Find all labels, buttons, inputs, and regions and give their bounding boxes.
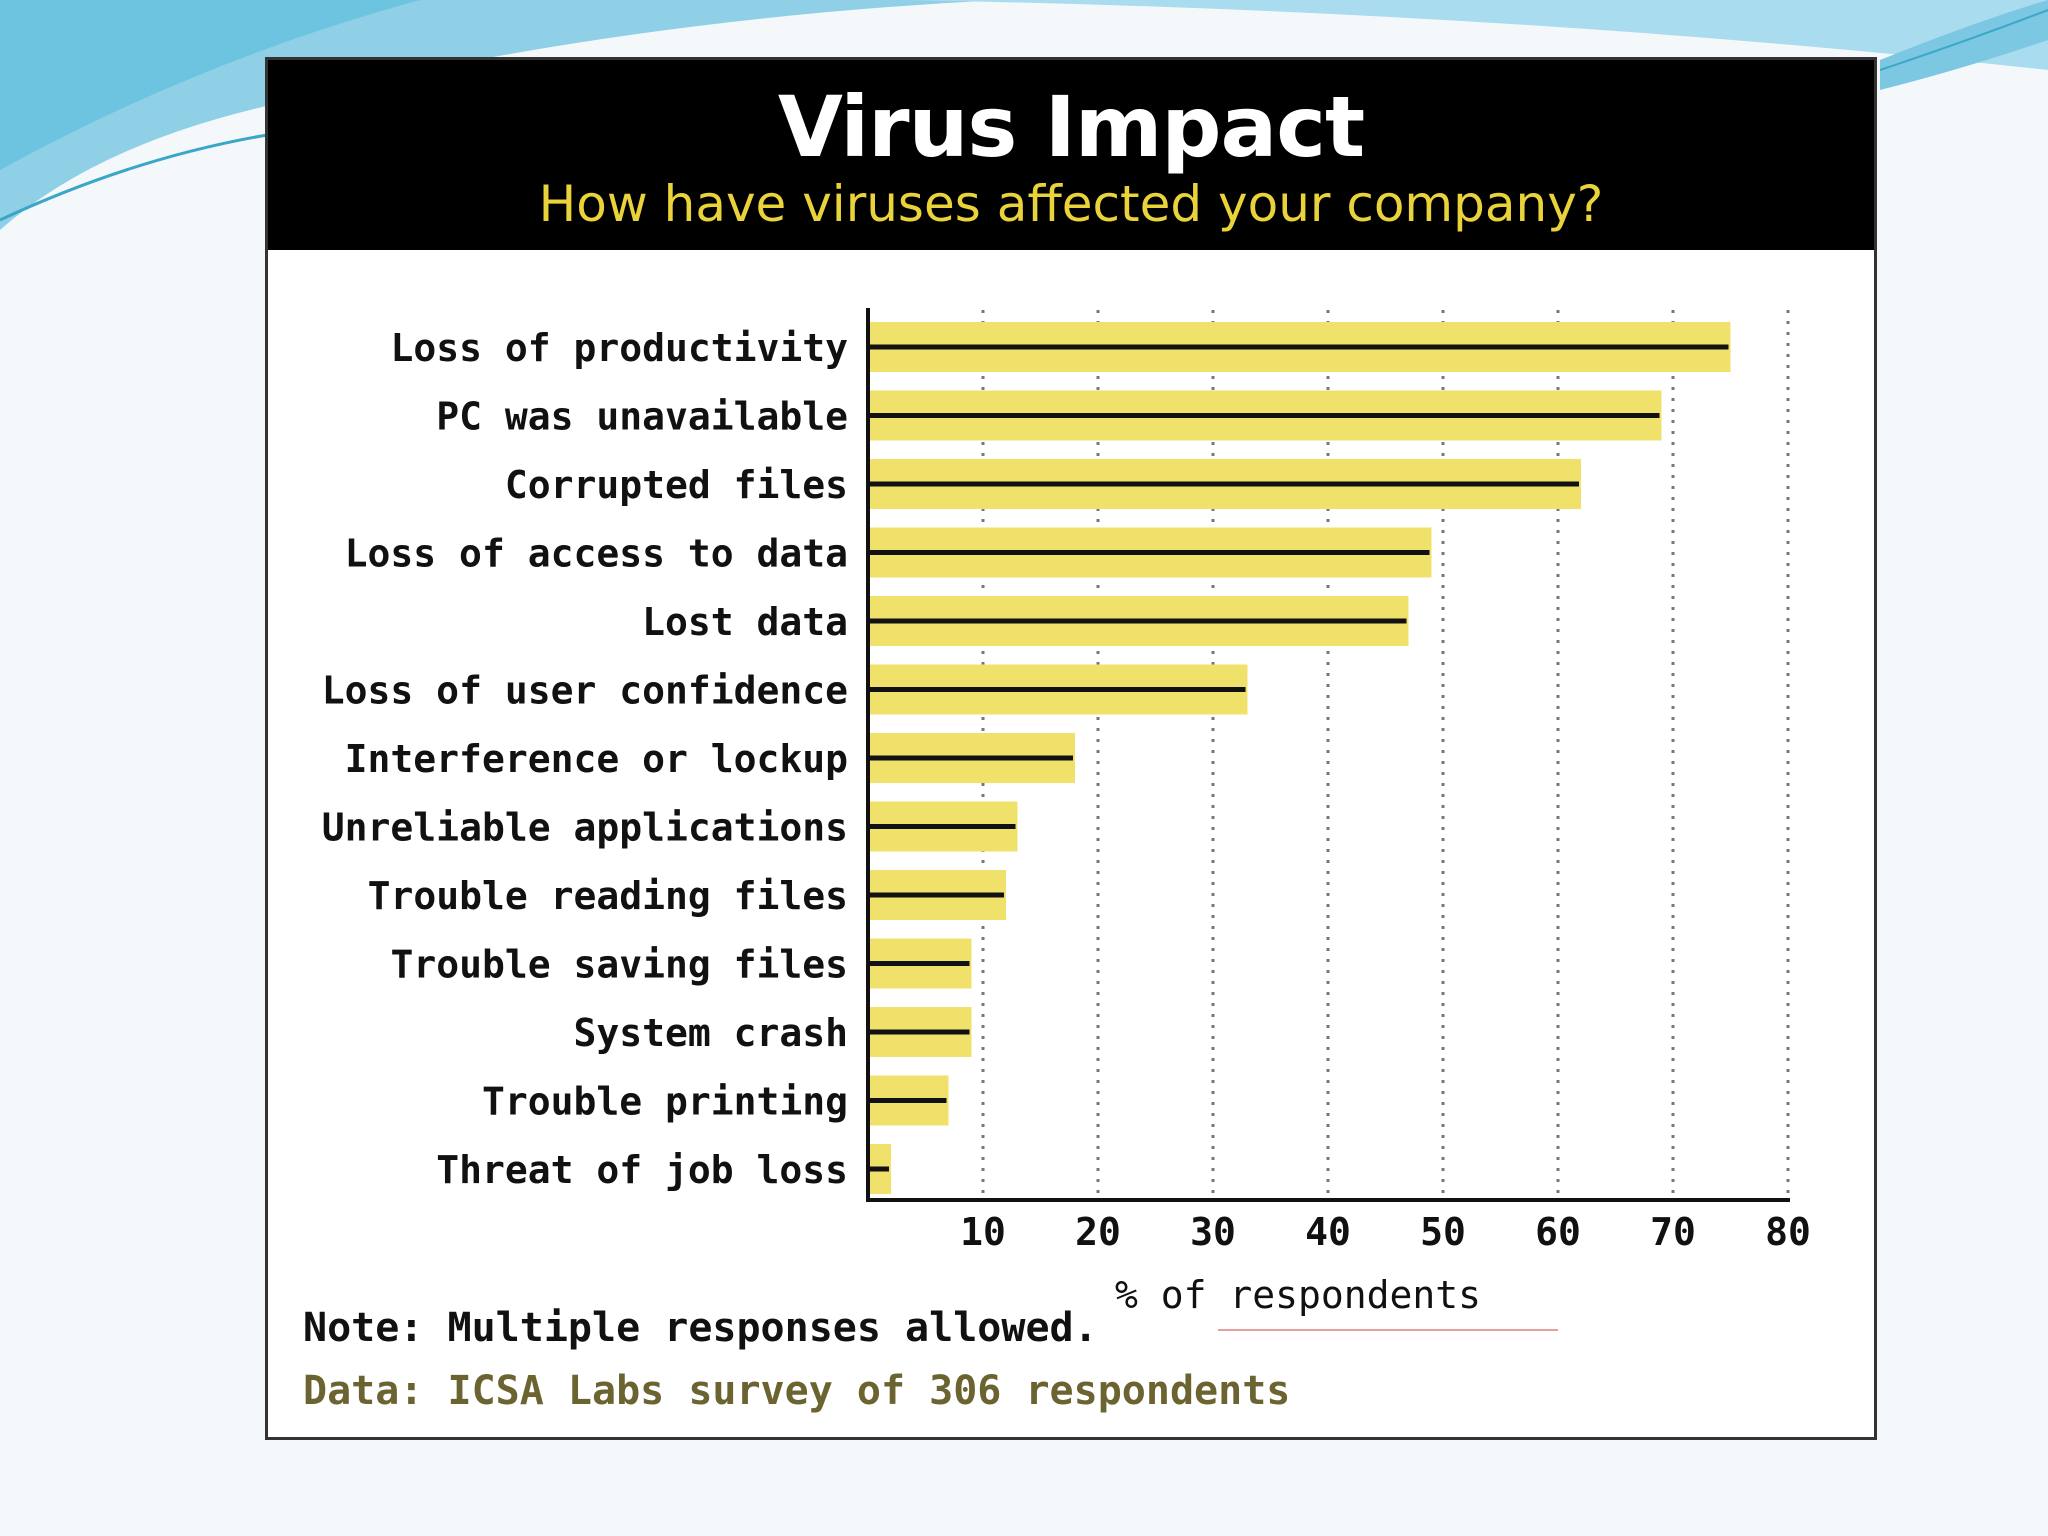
bar-line xyxy=(868,1029,970,1035)
category-label: Corrupted files xyxy=(505,463,848,507)
x-tick-label: 40 xyxy=(1305,1210,1351,1254)
x-tick-label: 70 xyxy=(1650,1210,1696,1254)
bar-line xyxy=(868,481,1579,487)
chart-header: Virus Impact How have viruses affected y… xyxy=(268,60,1874,250)
x-tick-label: 10 xyxy=(960,1210,1006,1254)
x-tick-label: 80 xyxy=(1765,1210,1811,1254)
bar-line xyxy=(868,687,1246,692)
category-label: Unreliable applications xyxy=(322,806,848,850)
category-label: Lost data xyxy=(642,600,848,644)
bar-line xyxy=(868,961,970,966)
bar-line xyxy=(868,1166,889,1172)
category-label: Threat of job loss xyxy=(436,1148,848,1192)
category-label: Trouble reading files xyxy=(368,874,848,918)
background-swoosh xyxy=(0,0,2048,230)
bar-line xyxy=(868,550,1430,555)
category-label: System crash xyxy=(573,1011,848,1055)
category-label: Loss of user confidence xyxy=(322,669,848,713)
category-label: Trouble saving files xyxy=(390,943,848,987)
x-axis-label: % of respondents xyxy=(1115,1273,1481,1317)
bar-line xyxy=(868,1098,947,1103)
bar-line xyxy=(868,755,1073,761)
chart-note: Note: Multiple responses allowed. xyxy=(303,1305,1098,1351)
bar-line xyxy=(868,413,1660,418)
bar-chart: Loss of productivity PC was unavailable Co… xyxy=(322,308,1811,1331)
category-label: PC was unavailable xyxy=(436,395,848,439)
category-label: Loss of access to data xyxy=(345,532,848,576)
category-label: Interference or lockup xyxy=(345,737,848,781)
chart-card: Virus Impact How have viruses affected y… xyxy=(265,57,1877,1440)
category-label: Loss of productivity xyxy=(390,326,848,370)
bar-line xyxy=(868,892,1004,898)
x-tick-label: 20 xyxy=(1075,1210,1121,1254)
bar-line xyxy=(868,344,1729,350)
category-label: Trouble printing xyxy=(482,1080,848,1124)
chart-title: Virus Impact xyxy=(777,78,1365,176)
chart-subtitle: How have viruses affected your company? xyxy=(538,175,1604,233)
x-tick-label: 60 xyxy=(1535,1210,1581,1254)
bar-line xyxy=(868,824,1016,829)
x-tick-label: 30 xyxy=(1190,1210,1236,1254)
x-tick-label: 50 xyxy=(1420,1210,1466,1254)
bar-line xyxy=(868,618,1407,624)
chart-source: Data: ICSA Labs survey of 306 respondent… xyxy=(303,1368,1291,1414)
